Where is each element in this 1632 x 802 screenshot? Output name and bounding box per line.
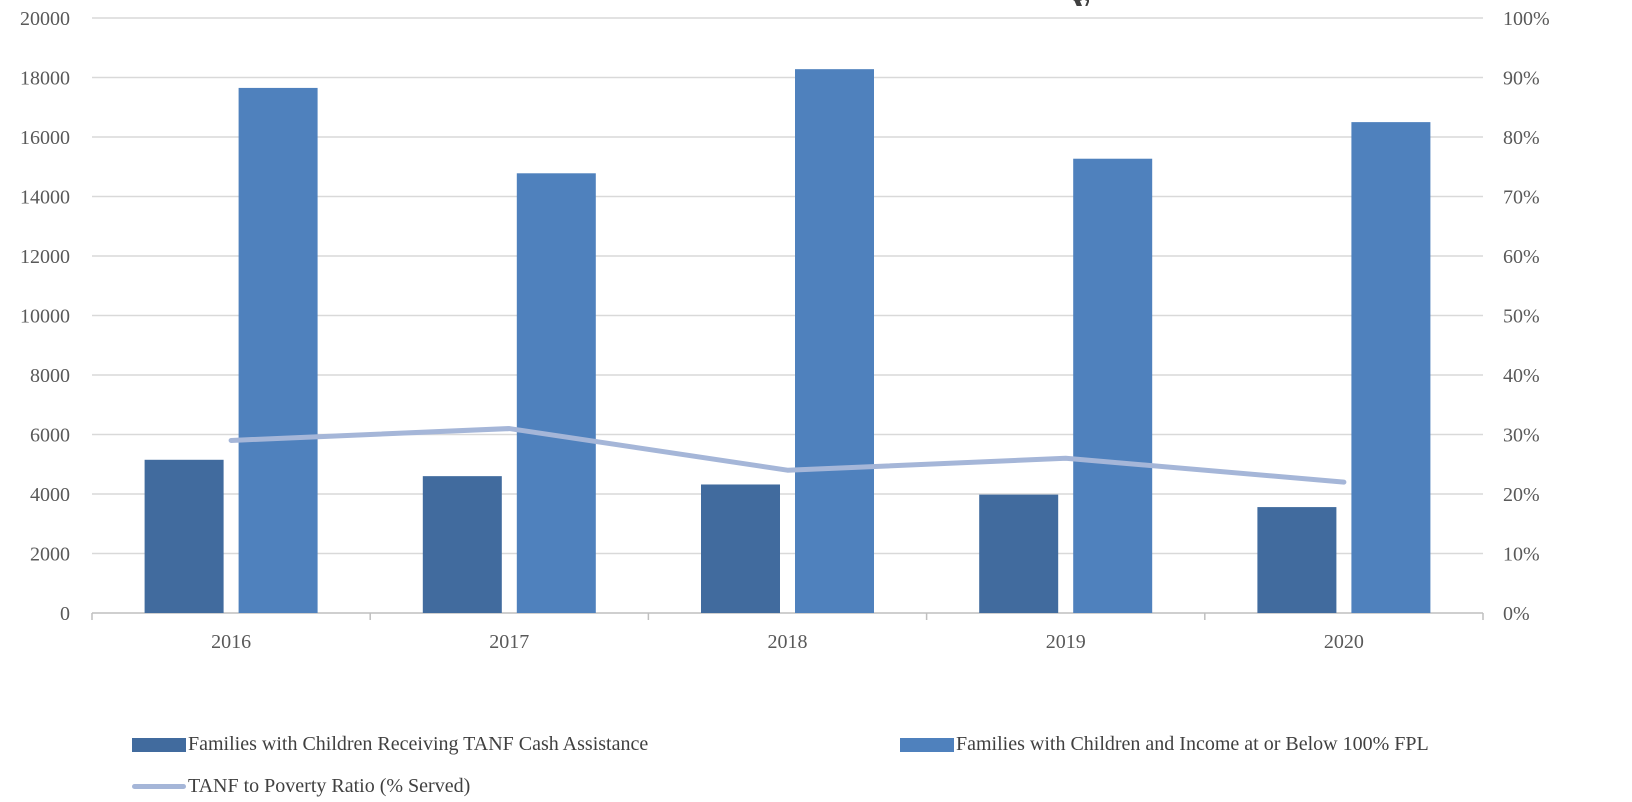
bar-tanf (144, 459, 224, 613)
y-right-tick-label: 80% (1503, 127, 1540, 149)
y-left-tick-label: 12000 (20, 246, 70, 268)
bar-fpl (795, 69, 874, 614)
y-right-tick-label: 90% (1503, 68, 1540, 90)
y-left-tick-label: 6000 (30, 425, 70, 447)
legend-label-fpl: Families with Children and Income at or … (956, 733, 1429, 755)
bar-tanf (422, 476, 502, 613)
y-left-tick-label: 0 (60, 603, 70, 625)
legend: Families with Children Receiving TANF Ca… (132, 733, 1582, 797)
y-right-tick-label: 50% (1503, 306, 1540, 328)
bar-fpl (516, 173, 596, 614)
legend-label-ratio: TANF to Poverty Ratio (% Served) (188, 775, 471, 797)
y-right-tick-label: 100% (1503, 8, 1550, 30)
y-right-tick-label: 10% (1503, 544, 1540, 566)
bar-fpl (1073, 158, 1153, 613)
bar-tanf (701, 484, 780, 613)
y-left-tick-label: 18000 (20, 68, 70, 90)
legend-item-tanf: Families with Children Receiving TANF Ca… (132, 733, 648, 756)
y-left-tick-label: 8000 (30, 365, 70, 387)
y-right-tick-label: 30% (1503, 425, 1540, 447)
legend-item-ratio: TANF to Poverty Ratio (% Served) (132, 775, 470, 798)
legend-item-fpl: Families with Children and Income at or … (900, 733, 1429, 756)
y-right-tick-label: 40% (1503, 365, 1540, 387)
y-left-tick-label: 20000 (20, 8, 70, 30)
x-tick-label: 2018 (768, 631, 808, 653)
bar-tanf (979, 494, 1059, 613)
x-tick-label: 2017 (489, 631, 529, 653)
y-left-tick-label: 10000 (20, 306, 70, 328)
x-tick-label: 2019 (1046, 631, 1086, 653)
x-tick-label: 2016 (211, 631, 251, 653)
y-right-tick-label: 70% (1503, 187, 1540, 209)
ratio-line (228, 426, 1347, 485)
bar-fpl (238, 87, 318, 614)
x-tick-label: 2020 (1324, 631, 1364, 653)
y-right-tick-label: 60% (1503, 246, 1540, 268)
bar-fpl (1351, 122, 1431, 613)
y-left-tick-label: 14000 (20, 187, 70, 209)
legend-label-tanf: Families with Children Receiving TANF Ca… (188, 733, 649, 755)
title-fragment: y (1073, 0, 1089, 6)
bar-tanf (1257, 507, 1337, 613)
legend-swatch-fpl (900, 737, 954, 752)
y-left-tick-label: 4000 (30, 484, 70, 506)
y-left-tick-label: 2000 (30, 544, 70, 566)
y-right-tick-label: 0% (1503, 603, 1530, 625)
y-right-tick-label: 20% (1503, 484, 1540, 506)
y-left-tick-label: 16000 (20, 127, 70, 149)
legend-swatch-ratio (132, 784, 186, 789)
legend-swatch-tanf (132, 737, 186, 752)
